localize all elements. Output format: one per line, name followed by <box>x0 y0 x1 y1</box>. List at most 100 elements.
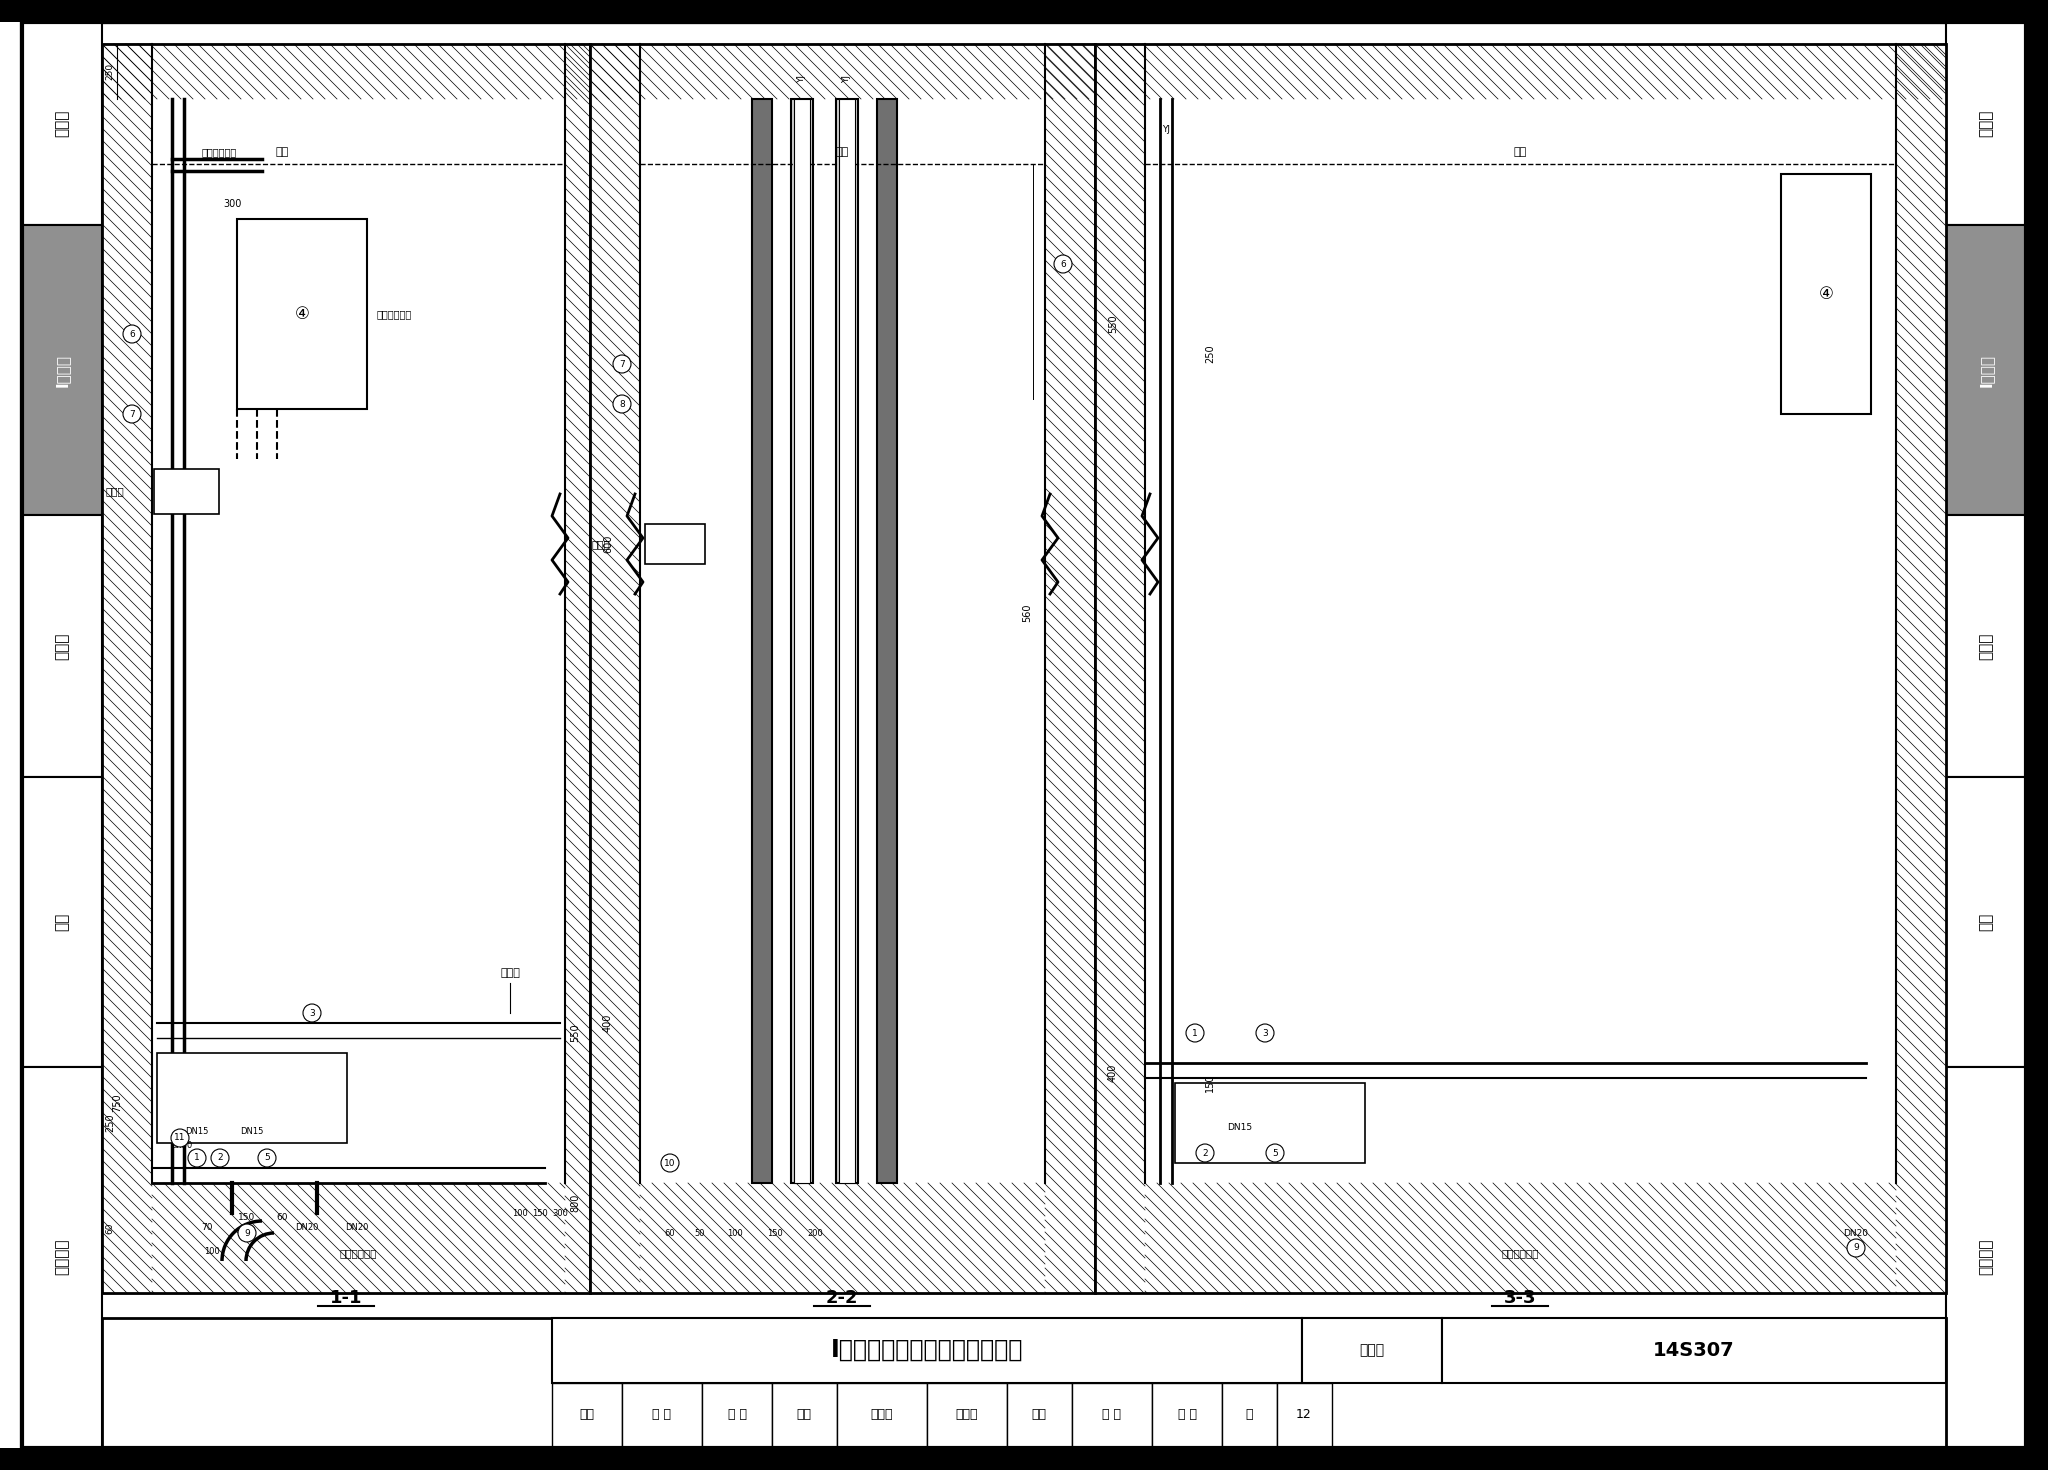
Bar <box>1044 44 1096 1294</box>
Text: 张 磊: 张 磊 <box>653 1408 672 1421</box>
Bar <box>1946 225 2025 514</box>
Text: 100: 100 <box>512 1208 528 1217</box>
Bar <box>752 98 772 1183</box>
Text: 550: 550 <box>569 1023 580 1042</box>
Bar <box>1278 1383 1331 1448</box>
Bar <box>1946 22 2025 225</box>
Text: 70: 70 <box>201 1223 213 1232</box>
Bar <box>645 523 705 564</box>
Text: 完成装饰墙面: 完成装饰墙面 <box>203 147 238 157</box>
Bar <box>1442 1319 1946 1383</box>
Text: DN20: DN20 <box>1843 1229 1868 1238</box>
Text: DN15: DN15 <box>184 1126 209 1135</box>
Text: 检修口: 检修口 <box>104 487 125 495</box>
Bar <box>1176 1083 1366 1163</box>
Bar <box>590 44 1096 98</box>
Bar <box>102 1319 1946 1448</box>
Text: 3: 3 <box>309 1008 315 1017</box>
Text: DN15: DN15 <box>240 1126 264 1135</box>
Text: 800: 800 <box>569 1194 580 1213</box>
Bar <box>840 98 854 1183</box>
Circle shape <box>188 1150 207 1167</box>
Text: 150: 150 <box>532 1208 549 1217</box>
Text: 万 水: 万 水 <box>1178 1408 1196 1421</box>
Text: dn50: dn50 <box>172 1141 193 1150</box>
Bar <box>1151 1383 1223 1448</box>
Text: DN15: DN15 <box>1227 1123 1253 1132</box>
Text: 总说明: 总说明 <box>55 109 70 137</box>
Text: 检修口: 检修口 <box>592 539 610 548</box>
Text: 7: 7 <box>129 410 135 419</box>
Text: I型厨房: I型厨房 <box>1978 353 1993 387</box>
Bar <box>102 44 590 1294</box>
Text: 阳台: 阳台 <box>1978 913 1993 931</box>
Text: 11: 11 <box>174 1133 186 1142</box>
Text: 5: 5 <box>264 1154 270 1163</box>
Text: 250: 250 <box>1204 344 1214 363</box>
Text: 审核: 审核 <box>580 1408 594 1421</box>
Text: YJ: YJ <box>842 75 852 82</box>
Text: 图集号: 图集号 <box>1360 1344 1384 1357</box>
Text: 7: 7 <box>618 360 625 369</box>
Bar <box>639 1183 1044 1294</box>
Bar <box>791 98 813 1183</box>
Circle shape <box>170 1129 188 1147</box>
Bar <box>877 98 897 1183</box>
Bar <box>23 514 102 778</box>
Text: 吊顶: 吊顶 <box>274 147 289 157</box>
Bar <box>772 1383 838 1448</box>
Bar <box>1303 1319 1442 1383</box>
Bar <box>0 1448 2048 1470</box>
Text: 400: 400 <box>602 1014 612 1032</box>
Bar <box>1096 44 1946 1294</box>
Text: 1: 1 <box>195 1154 201 1163</box>
Circle shape <box>123 325 141 343</box>
Bar <box>836 98 858 1183</box>
Circle shape <box>1255 1025 1274 1042</box>
Text: 完成装饰地面: 完成装饰地面 <box>340 1248 377 1258</box>
Bar <box>1096 44 1145 1294</box>
Circle shape <box>1847 1239 1866 1257</box>
Bar <box>1145 1183 1896 1294</box>
Text: 400: 400 <box>1108 1064 1118 1082</box>
Text: 50: 50 <box>694 1229 705 1238</box>
Text: 14S307: 14S307 <box>1653 1341 1735 1360</box>
Text: 燃气灶: 燃气灶 <box>500 969 520 978</box>
Bar <box>23 225 102 514</box>
Text: 校对: 校对 <box>797 1408 811 1421</box>
Text: 150: 150 <box>238 1214 256 1223</box>
Circle shape <box>612 354 631 373</box>
Text: 卫生间: 卫生间 <box>1978 632 1993 660</box>
Bar <box>1946 778 2025 1067</box>
Bar <box>590 44 639 1294</box>
Text: 750: 750 <box>113 1094 123 1113</box>
Bar <box>1946 514 2025 778</box>
Text: 万 水: 万 水 <box>1102 1408 1122 1421</box>
Bar <box>154 469 219 514</box>
Text: 设计: 设计 <box>1032 1408 1047 1421</box>
Text: I型厨房: I型厨房 <box>55 353 70 387</box>
Bar <box>1223 1383 1278 1448</box>
Bar <box>1896 44 1946 1294</box>
Text: 许义华: 许义华 <box>956 1408 979 1421</box>
Text: 5: 5 <box>1272 1148 1278 1157</box>
Bar <box>2025 22 2048 1448</box>
Text: YJ: YJ <box>1161 125 1169 134</box>
Text: 页: 页 <box>1245 1408 1253 1421</box>
Circle shape <box>211 1150 229 1167</box>
Text: 10: 10 <box>664 1158 676 1167</box>
Text: 200: 200 <box>807 1229 823 1238</box>
Text: 600: 600 <box>602 535 612 553</box>
Text: 完成装饰地面: 完成装饰地面 <box>1501 1248 1538 1258</box>
Text: 6: 6 <box>1061 260 1065 269</box>
Text: 60: 60 <box>666 1229 676 1238</box>
Text: 6: 6 <box>129 329 135 338</box>
Text: 9: 9 <box>1853 1244 1860 1252</box>
Circle shape <box>612 395 631 413</box>
Bar <box>553 1319 1303 1383</box>
Bar <box>0 0 2048 22</box>
Circle shape <box>238 1225 256 1242</box>
Text: 250: 250 <box>106 62 115 79</box>
Text: 550: 550 <box>1108 315 1118 334</box>
Text: 阳台: 阳台 <box>55 913 70 931</box>
